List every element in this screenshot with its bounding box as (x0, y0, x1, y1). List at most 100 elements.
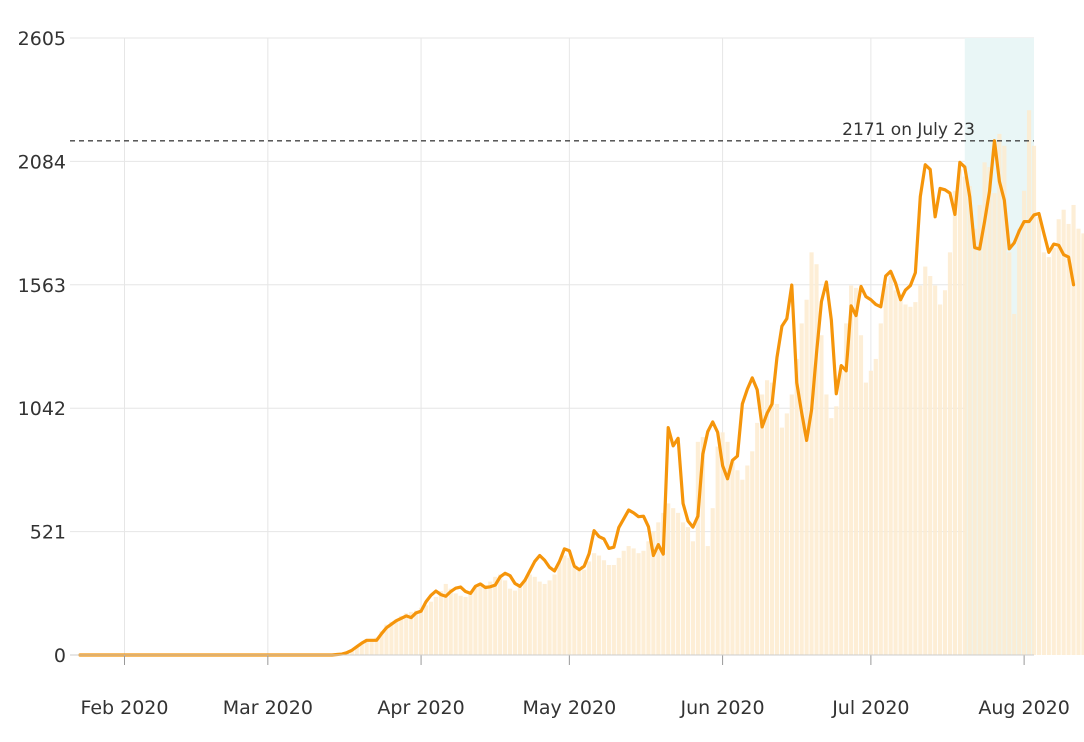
bar (374, 637, 379, 655)
bar (572, 567, 577, 655)
bar (883, 285, 888, 655)
bar (517, 586, 523, 655)
bar (1022, 190, 1027, 656)
bar (829, 418, 834, 655)
bar (750, 451, 755, 655)
bar (414, 610, 419, 655)
bar (853, 287, 859, 655)
bar (804, 299, 809, 655)
y-tick-label: 0 (54, 645, 66, 667)
bar (483, 585, 488, 655)
bar (695, 441, 700, 655)
bar (868, 370, 873, 655)
x-tick-label: Jun 2020 (680, 697, 765, 719)
bar (443, 583, 448, 655)
bar-series (344, 110, 1084, 656)
bar (957, 169, 962, 655)
y-axis: 0 521 1042 1563 2084 2605 (18, 28, 66, 667)
bar (987, 167, 992, 655)
bar (507, 588, 513, 655)
bar (582, 569, 587, 655)
bar (493, 576, 498, 655)
bar (512, 590, 518, 655)
bar (1046, 257, 1051, 655)
bar (938, 304, 943, 655)
bar (745, 465, 750, 655)
bar (448, 588, 453, 655)
x-tick-label: Aug 2020 (978, 697, 1070, 719)
bar (354, 646, 359, 655)
bar (1031, 145, 1037, 655)
bar (661, 512, 666, 655)
bar (952, 190, 957, 656)
bar (611, 564, 616, 655)
bar (967, 186, 972, 655)
bar (725, 441, 730, 655)
bar (997, 133, 1002, 655)
bar (913, 302, 918, 655)
x-tick-label: Apr 2020 (377, 697, 464, 719)
bar (522, 579, 527, 655)
bar (503, 580, 508, 655)
bar (532, 576, 537, 655)
bar (418, 607, 424, 655)
bar (819, 335, 824, 655)
bar (606, 564, 611, 655)
bar (1007, 252, 1012, 655)
bar (394, 619, 399, 655)
bar (1041, 252, 1046, 655)
y-tick-label: 1042 (18, 398, 66, 420)
bar (908, 306, 913, 655)
x-tick-label: May 2020 (523, 697, 617, 719)
bar (849, 285, 854, 655)
bar (809, 252, 814, 655)
bar (404, 613, 409, 655)
x-tick-label: Jul 2020 (831, 697, 909, 719)
bar (666, 503, 671, 655)
bar (369, 638, 374, 655)
bar (537, 581, 542, 655)
bar (591, 553, 597, 655)
bar (1066, 223, 1071, 655)
bar (977, 204, 982, 655)
bar (730, 460, 735, 655)
bar (562, 555, 567, 655)
bar (972, 228, 977, 656)
bar (399, 615, 404, 655)
bar (1026, 110, 1032, 655)
annotation-label: 2171 on July 23 (842, 120, 975, 140)
bar (671, 508, 676, 655)
bar (423, 605, 429, 655)
y-tick-label: 1563 (18, 275, 66, 297)
bar (735, 470, 740, 655)
bar (918, 285, 923, 655)
bar (656, 522, 661, 655)
bar (710, 508, 715, 655)
bar (680, 522, 686, 655)
bar (858, 335, 864, 655)
bar (359, 643, 364, 655)
bar (1071, 204, 1076, 655)
bar (641, 550, 646, 655)
bar (942, 290, 948, 655)
x-tick-label: Feb 2020 (80, 697, 168, 719)
bar (863, 382, 869, 655)
bar (690, 541, 696, 655)
bar (794, 358, 799, 655)
bar (384, 624, 389, 655)
bar (740, 479, 745, 655)
bar (769, 382, 775, 655)
y-tick-label: 2084 (18, 151, 66, 173)
bar (527, 574, 532, 655)
bar (596, 555, 602, 655)
bar (621, 550, 626, 655)
bar (651, 531, 656, 655)
y-tick-label: 2605 (18, 28, 66, 50)
bar (834, 406, 839, 655)
bar (1002, 145, 1007, 655)
bar (1081, 233, 1084, 655)
bar (626, 546, 631, 655)
bar (409, 611, 414, 655)
bar (839, 370, 844, 655)
bar (616, 557, 621, 655)
